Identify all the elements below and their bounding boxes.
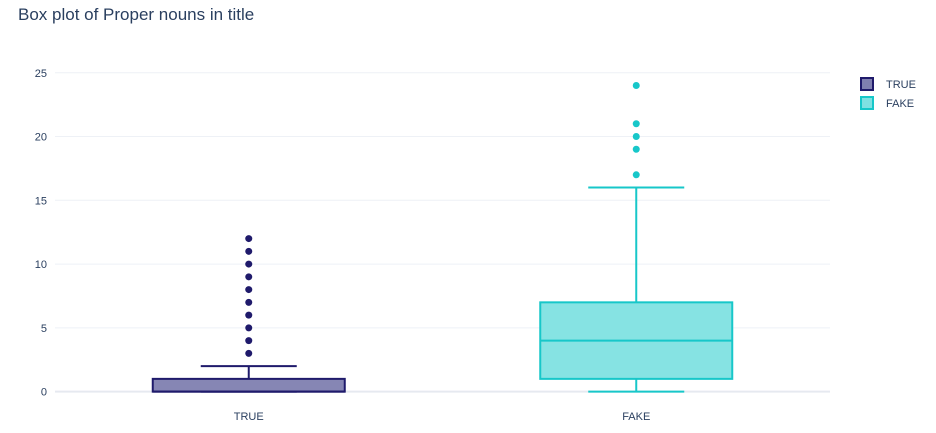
outlier-point: [245, 247, 253, 255]
outlier-point: [632, 171, 640, 179]
y-tick-label: 15: [35, 195, 47, 207]
outlier-point: [245, 349, 253, 357]
y-tick-label: 20: [35, 132, 47, 144]
x-tick-label: TRUE: [234, 411, 264, 423]
legend-item-fake[interactable]: FAKE: [860, 96, 914, 110]
grid-layer: [55, 72, 830, 393]
legend-label: TRUE: [886, 79, 916, 91]
plot-layer: [151, 82, 734, 393]
legend[interactable]: TRUE FAKE: [860, 77, 916, 110]
outlier-point: [245, 324, 253, 332]
outlier-point: [245, 311, 253, 319]
outlier-point: [632, 120, 640, 128]
y-tick-label: 25: [35, 68, 47, 80]
legend-swatch: [860, 77, 874, 91]
y-tick-label: 5: [41, 323, 47, 335]
legend-label: FAKE: [886, 98, 914, 110]
outlier-point: [632, 82, 640, 90]
outlier-point: [245, 273, 253, 281]
legend-item-true[interactable]: TRUE: [860, 77, 916, 91]
outlier-point: [245, 286, 253, 294]
outlier-point: [632, 133, 640, 141]
y-tick-label: 10: [35, 259, 47, 271]
outlier-point: [245, 298, 253, 306]
box-group-true: [151, 235, 346, 393]
outlier-point: [632, 145, 640, 153]
outlier-point: [245, 235, 253, 243]
legend-swatch: [860, 96, 874, 110]
x-tick-label: FAKE: [622, 411, 650, 423]
box-group-fake: [539, 82, 734, 393]
box-body: [151, 377, 346, 393]
chart-title: Box plot of Proper nouns in title: [18, 5, 254, 24]
outlier-point: [245, 260, 253, 268]
y-tick-label: 0: [41, 387, 47, 399]
axis-layer: 0 5 10 15 20 25 TRUE FAKE: [35, 68, 651, 423]
outlier-point: [245, 337, 253, 345]
